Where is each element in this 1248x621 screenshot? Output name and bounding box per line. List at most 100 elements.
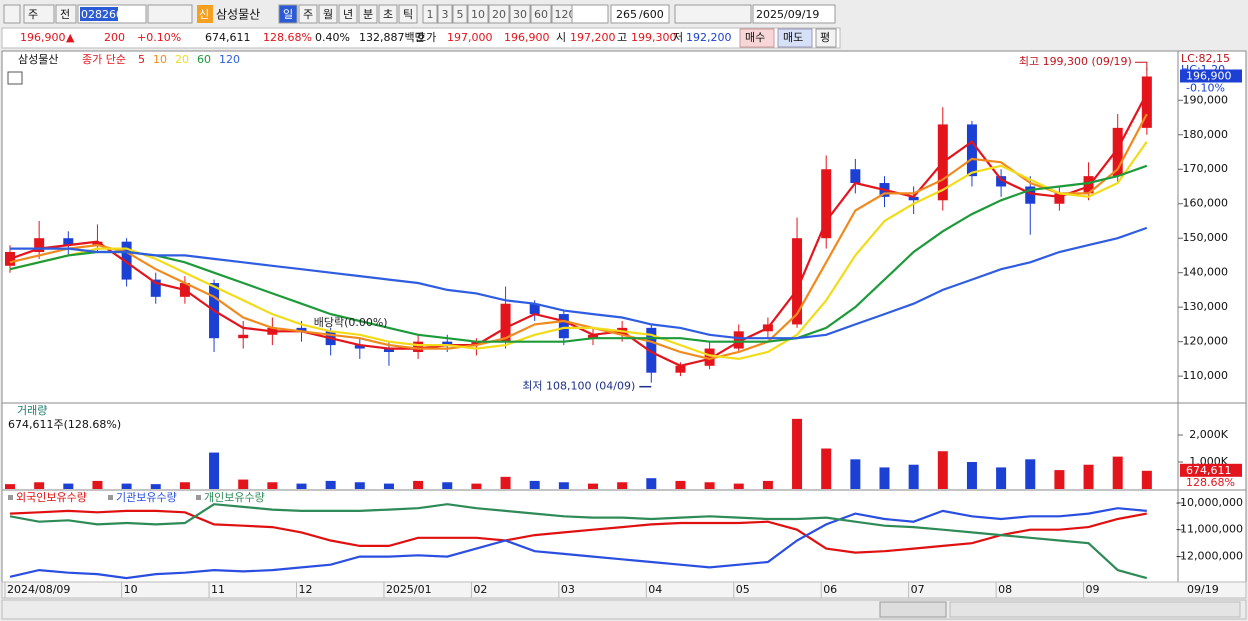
series-line xyxy=(10,226,1148,340)
interval-label[interactable]: 60 xyxy=(534,8,548,21)
volume-bar xyxy=(966,462,977,489)
stock-code[interactable]: 028260 xyxy=(81,8,123,21)
volume-bar xyxy=(150,484,161,489)
interval-label[interactable]: 3 xyxy=(442,8,449,21)
candle-body xyxy=(1141,76,1152,128)
legend-entry: 20 xyxy=(175,53,189,66)
volume-bar xyxy=(1054,470,1065,489)
x-tick-label: 10 xyxy=(124,583,138,596)
period-label[interactable]: 월 xyxy=(323,8,333,21)
volume-bar xyxy=(442,482,453,489)
period-label[interactable]: 일 xyxy=(283,7,293,21)
legend-swatch xyxy=(108,495,113,500)
candle-body xyxy=(354,345,365,349)
window-icon[interactable] xyxy=(3,4,21,24)
playback-buttons[interactable] xyxy=(879,601,947,618)
x-axis-bar xyxy=(1,581,1247,599)
period-button[interactable] xyxy=(398,4,418,24)
period-select[interactable] xyxy=(23,4,55,24)
legend-swatch xyxy=(8,495,13,500)
volume-bar xyxy=(996,467,1007,489)
candle-body xyxy=(966,124,977,177)
period-button[interactable] xyxy=(378,4,398,24)
zoom-tools[interactable] xyxy=(949,601,1241,618)
period-button[interactable] xyxy=(318,4,338,24)
interval-input[interactable] xyxy=(571,4,609,24)
period-button[interactable] xyxy=(298,4,318,24)
series-line xyxy=(9,503,1148,580)
candle-body xyxy=(646,327,657,373)
candle-body xyxy=(588,334,598,339)
interval-button[interactable] xyxy=(422,4,438,24)
search-buttons[interactable] xyxy=(147,4,193,24)
period-buttons: 일 주 월 년 분 초 틱 1 3 5 10 20 30 60 120 xyxy=(278,4,579,24)
x-tick-label: 06 xyxy=(823,583,837,596)
open-label: 시 xyxy=(556,31,566,44)
x-tick-label: 05 xyxy=(736,583,750,596)
sell-label[interactable]: 매도 xyxy=(783,31,803,44)
period-button[interactable] xyxy=(358,4,378,24)
interval-button[interactable] xyxy=(509,4,531,24)
candle-body xyxy=(500,303,511,342)
avg-label[interactable]: 평 xyxy=(820,31,830,44)
series-line xyxy=(9,507,1147,580)
annotation: 최고 199,300 (09/19) xyxy=(1019,55,1132,68)
legend-entry: 10 xyxy=(153,53,167,66)
candle-body xyxy=(850,169,861,184)
sell-button[interactable] xyxy=(777,28,813,48)
y-tick-label: -11,000,000 xyxy=(1176,523,1243,536)
volume-bar xyxy=(617,482,628,489)
change: 200 xyxy=(104,31,125,44)
x-tick-label: 2025/01 xyxy=(386,583,432,596)
period-label[interactable]: 틱 xyxy=(403,8,413,21)
period-button[interactable] xyxy=(338,4,358,24)
period-label[interactable]: 초 xyxy=(383,8,393,21)
interval-label[interactable]: 10 xyxy=(471,8,485,21)
volume-bar xyxy=(762,480,773,489)
volume-bar xyxy=(850,459,861,489)
y-tick-label: 140,000 xyxy=(1183,266,1229,279)
interval-label[interactable]: 120 xyxy=(555,8,576,21)
interval-label[interactable]: 30 xyxy=(513,8,527,21)
volume-bar xyxy=(209,452,220,489)
y-tick-label: -12,000,000 xyxy=(1176,550,1243,563)
buy-button[interactable] xyxy=(739,28,775,48)
avg-button[interactable] xyxy=(815,28,837,48)
candle-body xyxy=(1112,127,1123,177)
amount: 132,887백만 xyxy=(359,31,425,44)
y-tick-label: 150,000 xyxy=(1183,231,1229,244)
candle-body xyxy=(704,348,715,366)
interval-button[interactable] xyxy=(488,4,510,24)
period-label[interactable]: 주 xyxy=(303,8,313,21)
period-label[interactable]: 년 xyxy=(343,8,353,21)
count-box[interactable] xyxy=(610,4,670,24)
interval-label[interactable]: 5 xyxy=(457,8,464,21)
interval-button[interactable] xyxy=(530,4,552,24)
interval-button[interactable] xyxy=(437,4,453,24)
date[interactable]: 2025/09/19 xyxy=(756,8,819,21)
code-selection xyxy=(80,7,118,21)
last-change: -0.10% xyxy=(1186,81,1225,94)
candle-body xyxy=(442,341,453,346)
buy-label[interactable]: 매수 xyxy=(745,31,765,44)
grid-icon[interactable] xyxy=(7,71,23,85)
legend-ma-label: 종가 단순 xyxy=(82,53,126,66)
date-box[interactable] xyxy=(752,4,836,24)
period-label[interactable]: 분 xyxy=(363,8,373,21)
open: 197,200 xyxy=(570,31,616,44)
bar-count[interactable]: 265 xyxy=(616,8,637,21)
interval-button[interactable] xyxy=(452,4,468,24)
prev-button[interactable] xyxy=(55,4,77,24)
interval-button[interactable] xyxy=(467,4,489,24)
x-tick-label: 12 xyxy=(299,583,313,596)
x-tick-label: 07 xyxy=(911,583,925,596)
interval-label[interactable]: 1 xyxy=(427,8,434,21)
legend-entry: 5 xyxy=(138,53,145,66)
tool-icons[interactable] xyxy=(674,4,752,24)
period-button[interactable] xyxy=(278,4,298,24)
interval-label[interactable]: 20 xyxy=(492,8,506,21)
volume-bar xyxy=(704,482,715,489)
period-tab[interactable]: 주 xyxy=(28,8,38,21)
prev-label[interactable]: 전 xyxy=(60,8,70,21)
volume-bar xyxy=(383,483,394,489)
